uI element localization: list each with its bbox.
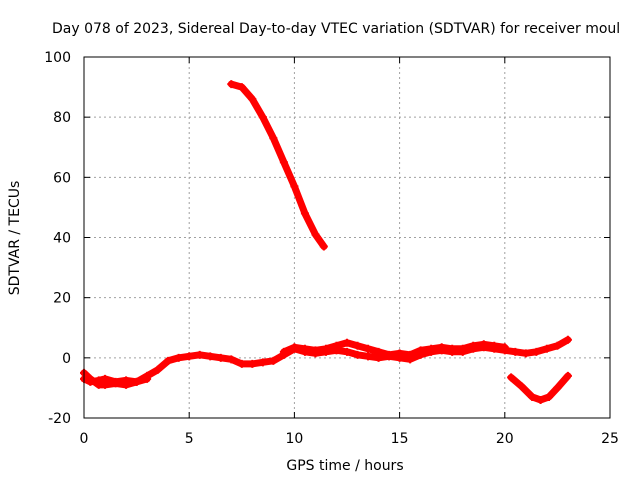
y-tick-label: 80: [53, 110, 71, 126]
y-axis-label: SDTVAR / TECUs: [7, 181, 23, 296]
data-point: [532, 347, 541, 356]
data-point: [507, 373, 516, 382]
data-point: [553, 383, 562, 392]
data-point: [511, 347, 520, 356]
y-tick-label: 20: [53, 291, 71, 307]
data-point: [311, 230, 320, 239]
tick-labels: 0 5 10 15 20 25 -20 0 20 40 60 80 100: [44, 50, 619, 447]
data-point: [490, 341, 499, 350]
data-point: [248, 95, 257, 104]
data-point: [374, 347, 383, 356]
series-line: [227, 80, 328, 250]
data-point: [364, 352, 373, 361]
data-point: [521, 349, 530, 358]
data-point: [319, 242, 328, 251]
data-point: [132, 377, 141, 386]
data-point: [536, 395, 545, 404]
data-point: [364, 344, 373, 353]
data-point: [416, 346, 425, 355]
data-point: [343, 347, 351, 356]
chart-title: Day 078 of 2023, Sidereal Day-to-day VTE…: [52, 21, 620, 37]
data-point: [448, 344, 457, 353]
x-tick-label: 10: [285, 431, 303, 447]
data-point: [332, 341, 341, 350]
data-point: [258, 113, 267, 122]
data-point: [469, 341, 478, 350]
data-point: [248, 359, 257, 368]
data-point: [544, 392, 553, 401]
data-point: [227, 355, 236, 364]
data-point: [300, 209, 309, 218]
data-point: [406, 350, 415, 359]
data-point: [143, 374, 152, 383]
data-point: [111, 379, 120, 388]
data-point: [185, 352, 194, 361]
data-point: [385, 350, 394, 359]
tick-marks: [83, 56, 611, 419]
data-point: [122, 380, 131, 389]
data-point: [164, 356, 173, 365]
data-point: [269, 356, 278, 365]
data-point: [86, 374, 95, 383]
x-tick-label: 0: [80, 431, 89, 447]
y-tick-label: 100: [44, 50, 71, 66]
data-point: [237, 83, 246, 92]
data-point: [300, 344, 309, 353]
y-tick-label: 0: [62, 351, 71, 367]
x-axis-label: GPS time / hours: [286, 458, 403, 474]
data-point: [101, 380, 110, 389]
data-point: [353, 341, 362, 350]
data-point: [237, 359, 246, 368]
data-point: [216, 353, 225, 362]
data-point: [174, 353, 183, 362]
data-point: [321, 344, 330, 353]
y-tick-label: 60: [53, 170, 71, 186]
data-point: [279, 347, 288, 356]
data-point: [195, 350, 204, 359]
x-tick-label: 5: [185, 431, 194, 447]
data-point: [311, 346, 320, 355]
data-point: [269, 134, 278, 143]
data-point: [437, 343, 446, 352]
data-point: [427, 344, 436, 353]
data-point: [279, 158, 288, 167]
data-point: [528, 392, 537, 401]
y-tick-label: -20: [48, 411, 71, 427]
data-point: [500, 343, 509, 352]
data-point: [563, 371, 572, 380]
y-tick-label: 40: [53, 231, 71, 247]
x-tick-label: 20: [496, 431, 514, 447]
data-point: [153, 365, 162, 374]
data-point: [458, 344, 467, 353]
data-point: [542, 344, 551, 353]
series-line: [280, 339, 509, 359]
data-point: [563, 335, 572, 344]
data-point: [227, 80, 236, 89]
data-point: [553, 341, 562, 350]
data-point: [206, 352, 215, 361]
data-point: [343, 338, 351, 347]
data-point: [258, 358, 267, 367]
data-point: [290, 182, 299, 191]
data-point: [395, 349, 404, 358]
data-point: [517, 382, 526, 391]
data-point: [353, 350, 362, 359]
x-tick-label: 15: [391, 431, 409, 447]
data-series: [80, 80, 572, 404]
x-tick-label: 25: [601, 431, 619, 447]
data-point: [290, 343, 299, 352]
data-point: [479, 340, 488, 349]
